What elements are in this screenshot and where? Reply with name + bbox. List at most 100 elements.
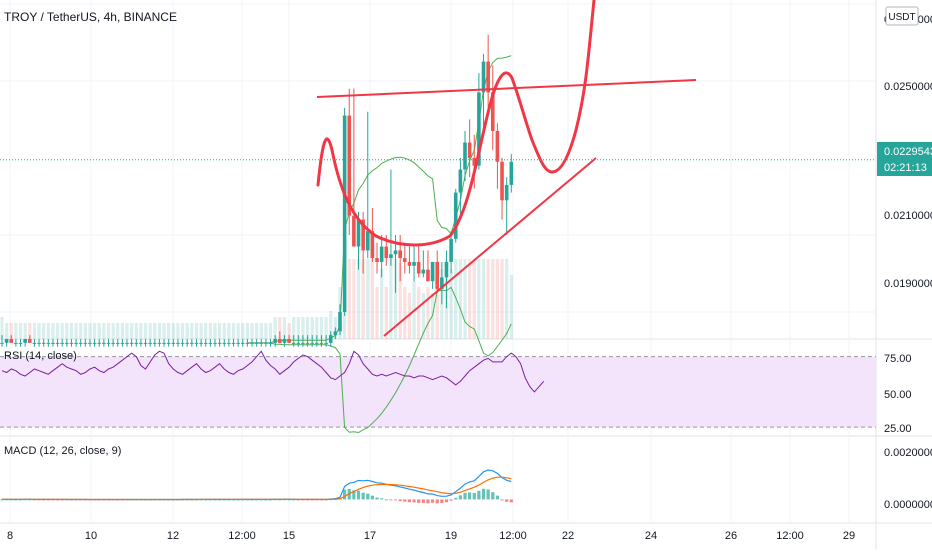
candle-body-68 <box>315 342 319 344</box>
time-tick-10: 10 <box>85 530 97 542</box>
volume-bar-99 <box>458 259 462 339</box>
volume-bar-52 <box>241 323 245 339</box>
candle-body-65 <box>301 342 305 344</box>
candle-body-95 <box>440 277 444 289</box>
currency-badge[interactable]: USDT <box>885 6 919 26</box>
cup-and-handle-curve <box>316 0 596 247</box>
macd-hist-106 <box>491 492 495 500</box>
macd-hist-85 <box>393 499 398 501</box>
volume-bar-75 <box>347 259 351 339</box>
candle-body-97 <box>449 238 453 262</box>
candle-body-66 <box>305 342 310 344</box>
macd-hist-87 <box>403 499 407 502</box>
macd-hist-95 <box>440 499 444 504</box>
candle-body-107 <box>495 130 500 162</box>
volume-bar-30 <box>139 323 143 339</box>
volume-bar-10 <box>46 323 50 339</box>
candle-body-26 <box>120 342 125 344</box>
volume-bar-46 <box>213 323 217 339</box>
candle-body-55 <box>254 342 259 344</box>
volume-bar-62 <box>287 323 291 339</box>
macd-hist-89 <box>412 499 416 503</box>
candle-body-69 <box>319 342 324 344</box>
volume-bar-84 <box>389 259 393 339</box>
candle-body-57 <box>264 342 268 344</box>
candle-body-108 <box>500 161 504 201</box>
support-trendline <box>383 157 597 337</box>
candle-body-36 <box>166 342 171 344</box>
candle-body-86 <box>398 250 402 259</box>
candle-body-74 <box>342 115 347 313</box>
macd-hist-82 <box>380 498 384 500</box>
volume-bar-0 <box>0 317 4 339</box>
volume-bar-51 <box>236 323 240 339</box>
candle-body-17 <box>78 342 83 344</box>
drawing-layer <box>316 0 697 337</box>
candle-body-54 <box>250 342 254 344</box>
candle-body-73 <box>338 312 342 332</box>
volume-bar-94 <box>435 269 439 339</box>
volume-bar-88 <box>407 293 412 339</box>
rsi-band-layer <box>0 356 876 428</box>
volume-bar-102 <box>472 259 476 339</box>
candle-body-93 <box>430 261 435 282</box>
volume-bar-7 <box>32 323 37 339</box>
price-tick-0250000: 0.0250000 <box>884 81 932 93</box>
volume-bar-1 <box>5 323 9 339</box>
macd-hist-108 <box>500 499 504 501</box>
candle-body-84 <box>389 254 393 259</box>
candle-body-20 <box>92 342 97 344</box>
candle-body-34 <box>157 342 162 344</box>
volume-bar-70 <box>324 317 328 339</box>
volume-bar-71 <box>329 311 333 339</box>
resistance-trendline <box>316 79 697 98</box>
time-tick-29: 29 <box>843 530 855 542</box>
rsi-layer <box>1 350 545 393</box>
volume-bar-47 <box>218 323 222 339</box>
candle-body-87 <box>403 258 407 262</box>
candle-body-109 <box>504 184 509 201</box>
volume-bar-57 <box>264 323 268 339</box>
volume-bar-110 <box>509 275 513 339</box>
volume-bar-104 <box>481 259 486 339</box>
candle-body-13 <box>60 342 64 344</box>
candle-body-33 <box>152 342 157 344</box>
current-price-tag: 0.0229543 02:21:13 <box>877 142 932 176</box>
candle-body-96 <box>444 261 449 278</box>
volume-bar-24 <box>111 323 115 339</box>
candle-body-41 <box>190 342 194 344</box>
macd-hist-91 <box>421 499 425 503</box>
candle-body-78 <box>361 219 365 251</box>
volume-bar-76 <box>352 259 356 339</box>
candle-body-67 <box>310 342 315 344</box>
candle-body-106 <box>490 92 495 131</box>
candle-body-51 <box>236 342 240 344</box>
volume-bar-37 <box>171 323 175 339</box>
volume-bar-23 <box>106 323 111 339</box>
volume-bar-56 <box>259 323 263 339</box>
volume-bar-79 <box>366 259 370 339</box>
macd-hist-107 <box>495 495 500 500</box>
volume-bar-86 <box>398 263 402 339</box>
volume-bar-48 <box>222 323 226 339</box>
volume-bar-80 <box>370 259 374 339</box>
macd-hist-100 <box>463 492 467 500</box>
candle-body-29 <box>134 342 139 344</box>
volume-bar-106 <box>491 259 495 339</box>
volume-bar-67 <box>310 317 314 339</box>
volume-bar-25 <box>116 323 120 339</box>
rsi-tick-25: 25.00 <box>884 423 912 435</box>
macd-hist-101 <box>468 492 472 500</box>
volume-bar-43 <box>199 323 203 339</box>
current-price-value: 0.0229543 <box>884 146 932 158</box>
volume-bar-60 <box>278 317 282 339</box>
rsi-title: RSI (14, close) <box>4 350 77 362</box>
volume-bar-82 <box>380 269 384 339</box>
time-tick-12-00-a: 12:00 <box>228 530 256 542</box>
candle-body-62 <box>287 339 291 343</box>
candle-body-1 <box>4 339 9 343</box>
time-tick-12-00-b: 12:00 <box>499 530 527 542</box>
candle-body-98 <box>453 192 458 239</box>
candle-body-59 <box>273 339 277 343</box>
time-tick-15: 15 <box>283 530 295 542</box>
